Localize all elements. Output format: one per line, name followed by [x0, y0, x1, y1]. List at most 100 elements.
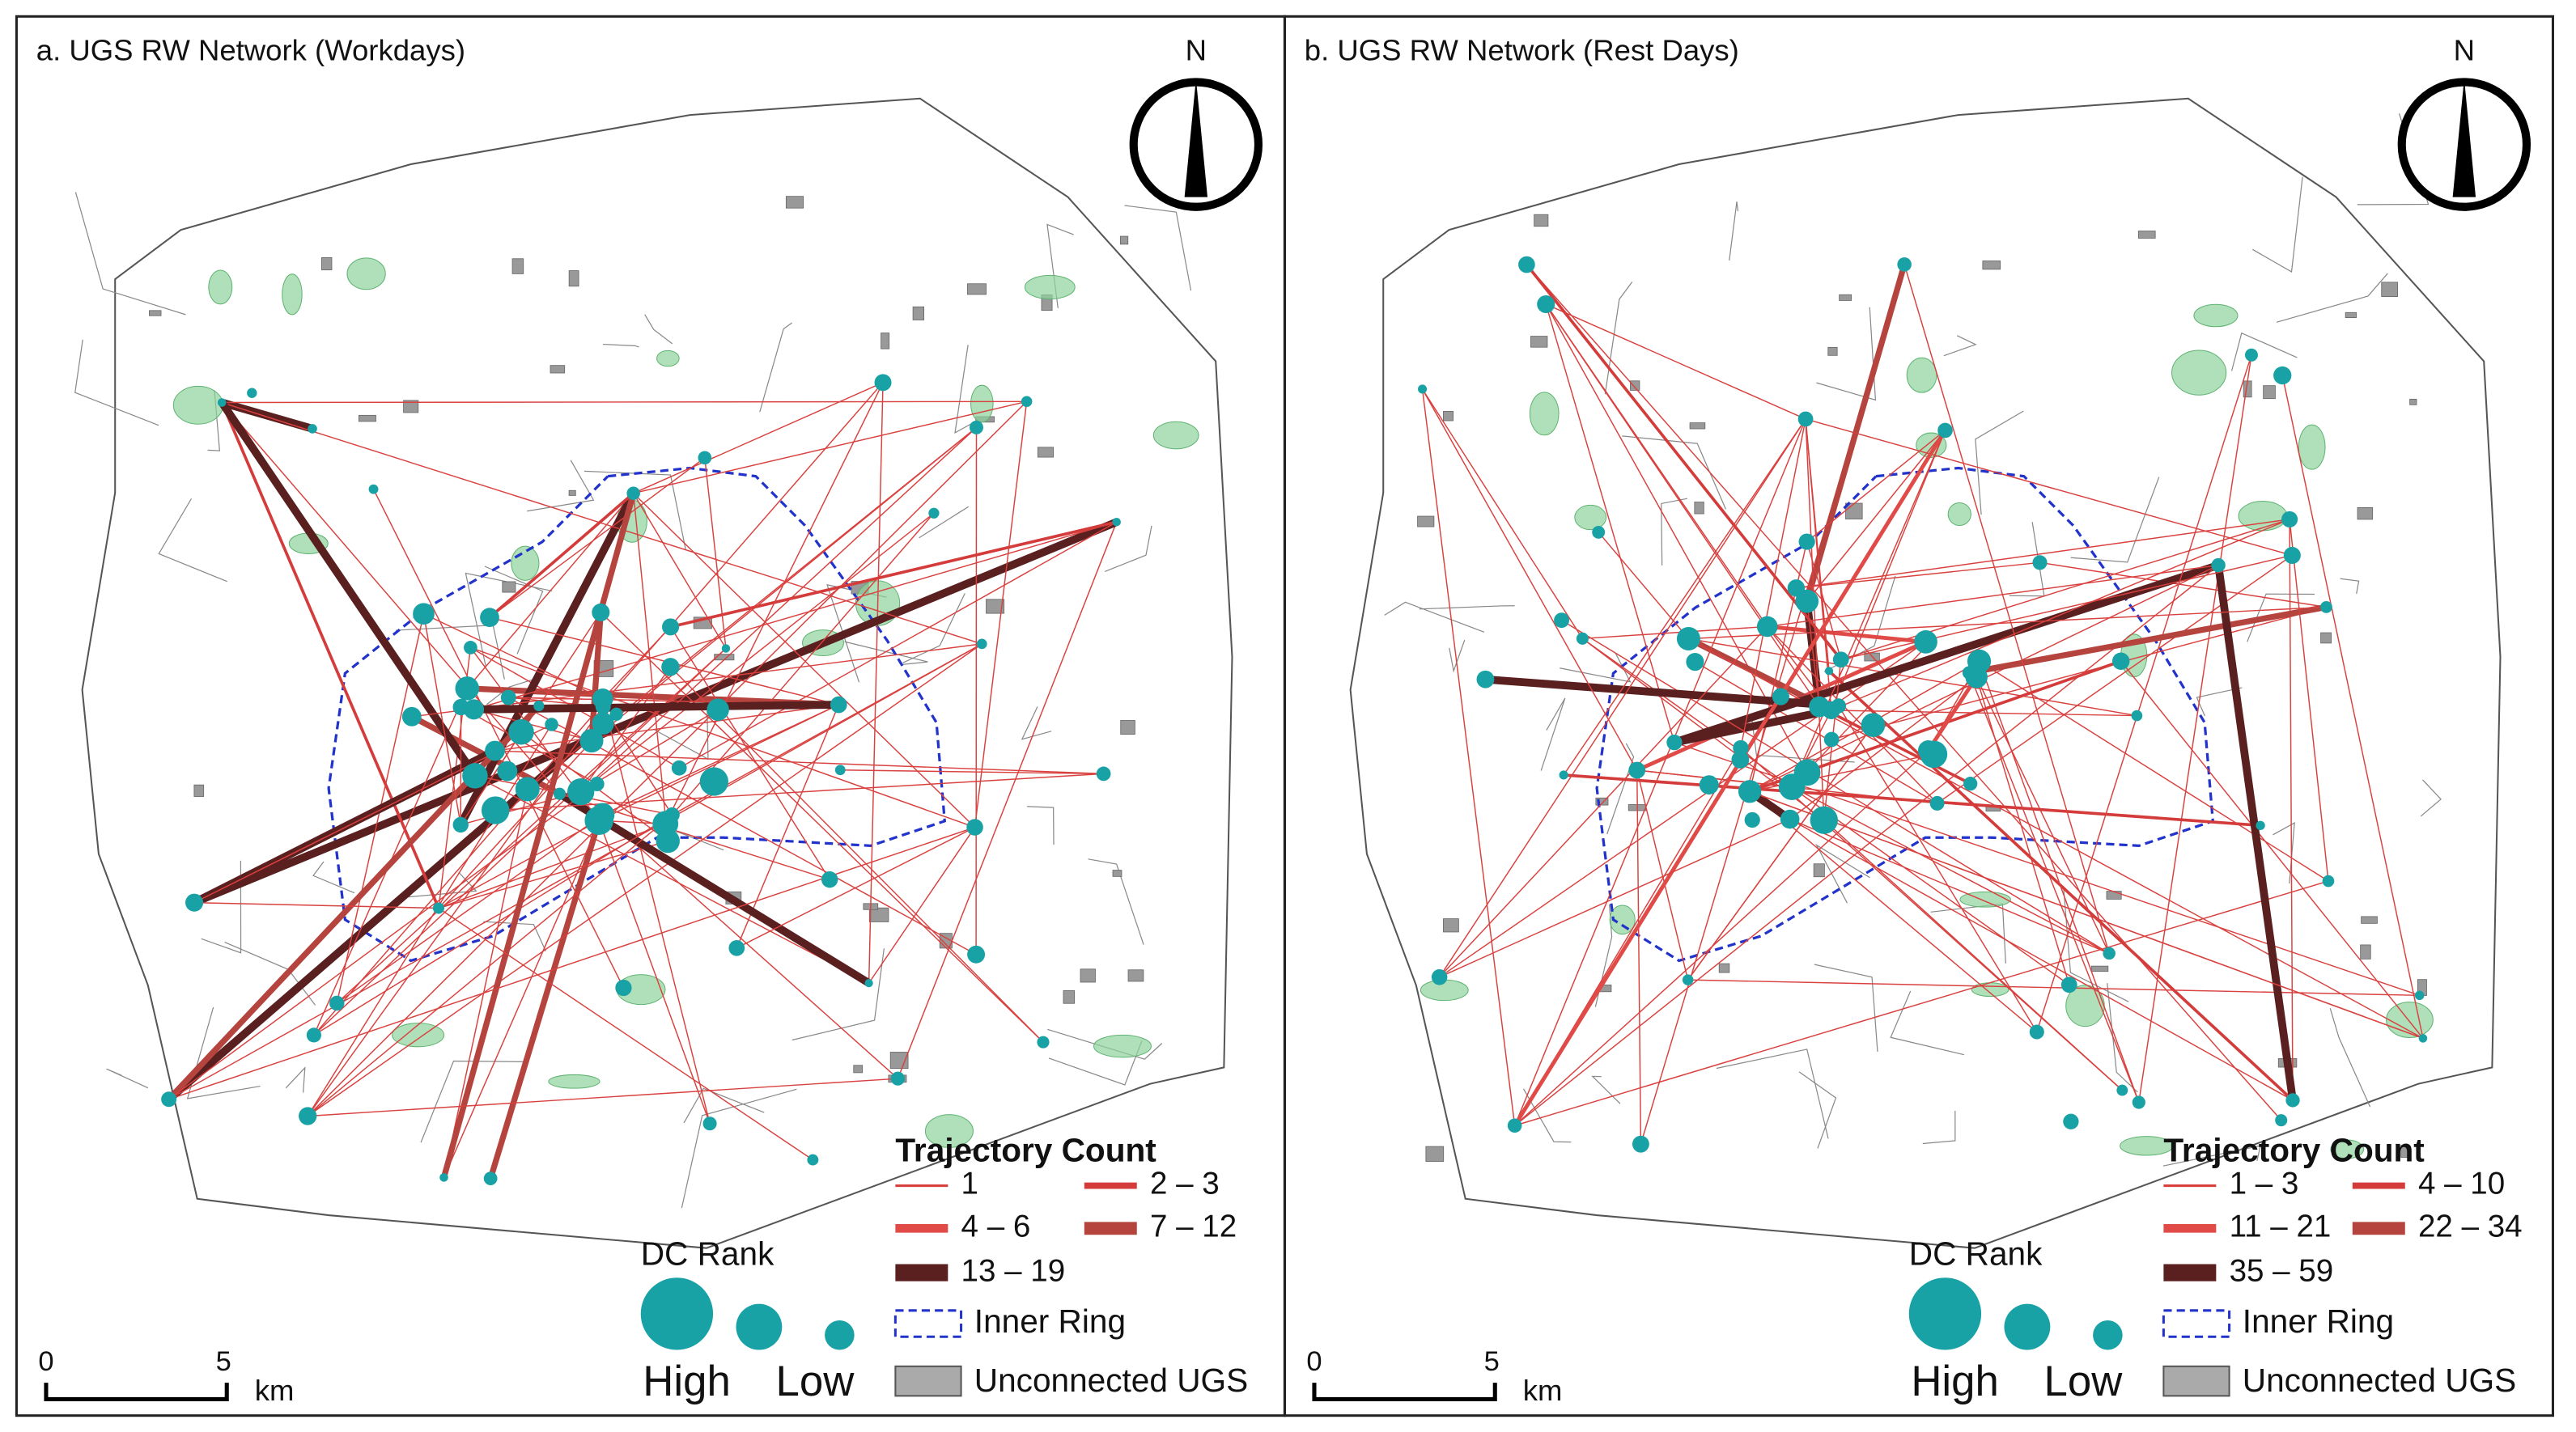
unconnected-ugs	[2409, 398, 2417, 405]
sub-district-boundary	[1606, 743, 1635, 835]
ugs-node	[1744, 811, 1760, 828]
trajectory-edge	[307, 814, 673, 1117]
unconnected-ugs	[1119, 235, 1129, 245]
connected-ugs	[2171, 350, 2227, 396]
trajectory-edge	[1978, 661, 2140, 1103]
ugs-node	[1963, 777, 1978, 791]
sub-district-boundary	[1815, 843, 1870, 904]
ugs-node	[1921, 638, 1936, 651]
trajectory-edge	[1545, 303, 1820, 708]
unconnected-ugs	[1982, 261, 2001, 270]
ugs-node	[2273, 366, 2292, 385]
ugs-node	[652, 811, 679, 837]
scale-end: 5	[1484, 1346, 1500, 1377]
trajectory-edge	[1791, 786, 2110, 955]
trajectory-edge	[2039, 561, 2327, 608]
trajectory-edge	[868, 382, 884, 984]
ugs-node	[1021, 396, 1033, 408]
trajectory-edge	[1421, 388, 1584, 639]
legend-label: 35 – 59	[2230, 1253, 2334, 1288]
sub-district-boundary	[2276, 273, 2388, 323]
unconnected-ugs	[1080, 968, 1096, 983]
trajectory-edge	[736, 826, 975, 949]
trajectory-edge	[669, 626, 830, 880]
ugs-node	[1965, 666, 1988, 688]
sub-district-boundary	[106, 1068, 149, 1089]
connected-ugs	[1093, 1034, 1152, 1058]
unconnected-ugs	[1839, 294, 1852, 301]
ugs-node	[2320, 600, 2332, 613]
trajectory-edge	[1968, 604, 2328, 676]
trajectory-edge	[736, 704, 839, 949]
ugs-node	[161, 1091, 177, 1108]
unconnected-ugs	[785, 196, 804, 209]
connected-ugs	[1609, 905, 1636, 935]
unconnected-ugs	[1120, 720, 1135, 735]
trajectory-edge	[473, 701, 839, 714]
connected-ugs	[282, 273, 303, 316]
unconnected-ugs	[358, 414, 376, 422]
ugs-node	[1518, 256, 1535, 273]
sub-district-boundary	[919, 506, 970, 539]
unconnected-ugs	[2106, 891, 2122, 900]
trajectory-edge	[1805, 418, 2293, 557]
trajectory-edge	[1796, 519, 2290, 589]
trajectory-edge	[633, 382, 884, 494]
trajectory-edge	[2138, 354, 2252, 1103]
ugs-node	[1824, 667, 1834, 676]
trajectory-edge	[1526, 264, 2282, 1121]
unconnected-ugs	[550, 365, 566, 374]
ugs-node	[306, 1027, 321, 1043]
unconnected-ugs	[2137, 231, 2156, 239]
ugs-node	[1793, 759, 1821, 786]
connected-ugs	[2238, 501, 2288, 532]
ugs-node	[1576, 632, 1589, 645]
unconnected-ugs	[853, 1065, 864, 1074]
trajectory-edge	[664, 382, 884, 824]
unconnected-ugs	[321, 256, 333, 271]
trajectory-edge	[372, 489, 625, 989]
trajectory-edge	[1805, 418, 1830, 672]
ugs-node	[928, 507, 940, 519]
ugs-node	[1507, 1118, 1522, 1133]
ugs-node	[2111, 652, 2130, 670]
trajectory-edge	[1513, 418, 1806, 1126]
ugs-node	[2285, 1093, 2300, 1108]
trajectory-edge	[602, 698, 711, 1124]
trajectory-edge	[1903, 264, 2110, 954]
ugs-node	[834, 765, 846, 776]
trajectory-edge	[1831, 519, 2290, 711]
sub-district-boundary	[584, 470, 686, 550]
connected-ugs	[656, 350, 680, 367]
ugs-node	[515, 777, 540, 802]
district-outline	[81, 97, 1233, 1249]
unconnected-swatch	[894, 1365, 962, 1397]
ugs-node	[2281, 511, 2298, 527]
trajectory-edge	[1806, 430, 1946, 543]
unconnected-ugs	[1595, 797, 1609, 806]
ugs-node	[481, 796, 510, 824]
ugs-node	[967, 945, 986, 964]
ugs-node	[2132, 1095, 2145, 1109]
dc-low-label: Low	[776, 1358, 855, 1405]
trajectory-edge	[307, 643, 982, 1117]
sub-district-boundary	[527, 460, 595, 512]
sub-district-boundary	[1026, 806, 1055, 845]
sub-district-boundary	[2230, 332, 2298, 371]
trajectory-edge	[1968, 672, 2140, 1103]
ugs-node	[1676, 627, 1700, 651]
scale-unit: km	[1523, 1374, 1563, 1407]
sub-district-boundary	[2063, 886, 2129, 1002]
unconnected-ugs	[2360, 944, 2371, 960]
unconnected-ugs	[193, 784, 205, 797]
ugs-node	[217, 398, 227, 407]
sub-district-boundary	[1124, 205, 1192, 291]
trajectory-edge	[1805, 418, 1825, 820]
unconnected-ugs	[2090, 965, 2109, 972]
trajectory-edge	[580, 666, 671, 793]
ugs-node	[874, 374, 892, 392]
trajectory-edge	[1439, 641, 1926, 978]
trajectory-edge	[1818, 705, 1971, 786]
dc-rank-title: DC Rank	[1909, 1235, 2043, 1273]
connected-ugs	[548, 1074, 601, 1089]
